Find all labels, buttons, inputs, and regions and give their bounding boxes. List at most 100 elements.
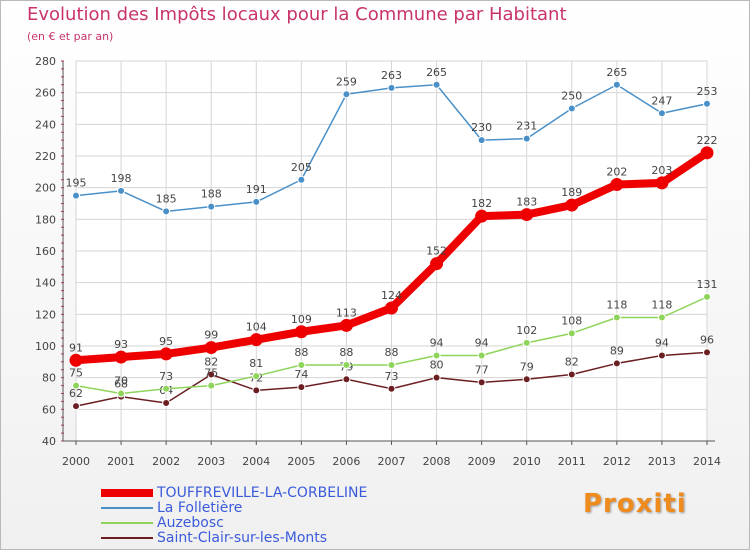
data-point: [478, 137, 485, 144]
data-label: 118: [606, 299, 627, 312]
data-label: 88: [294, 346, 308, 359]
data-label: 152: [426, 245, 447, 258]
data-point: [298, 176, 305, 183]
data-label: 94: [430, 337, 444, 350]
legend-item: La Folletière: [101, 500, 367, 515]
data-point: [568, 105, 575, 112]
data-label: 247: [651, 94, 672, 107]
data-point: [478, 352, 485, 359]
data-label: 253: [697, 85, 718, 98]
data-point: [568, 330, 575, 337]
y-tick-label: 280: [35, 55, 56, 68]
chart-frame: Evolution des Impôts locaux pour la Comm…: [0, 0, 750, 550]
legend-item: TOUFFREVILLE-LA-CORBELINE: [101, 485, 367, 500]
data-label: 265: [606, 66, 627, 79]
legend-item: Auzebosc: [101, 515, 367, 530]
data-label: 75: [204, 367, 218, 380]
x-tick-label: 2009: [468, 455, 496, 468]
x-tick-label: 2013: [648, 455, 676, 468]
data-point: [523, 339, 530, 346]
data-label: 75: [69, 367, 83, 380]
data-label: 108: [561, 314, 582, 327]
x-tick-label: 2014: [693, 455, 721, 468]
data-point: [388, 84, 395, 91]
y-tick-label: 80: [42, 372, 56, 385]
data-label: 205: [291, 161, 312, 174]
data-label: 73: [385, 370, 399, 383]
line-chart: 4060801001201401601802002202402602802000…: [1, 1, 749, 549]
legend-label: La Folletière: [157, 500, 242, 516]
data-label: 259: [336, 75, 357, 88]
data-point: [343, 362, 350, 369]
data-point: [704, 100, 711, 107]
data-point: [613, 81, 620, 88]
data-point: [253, 198, 260, 205]
data-label: 191: [246, 183, 267, 196]
data-point: [613, 314, 620, 321]
data-point: [656, 177, 668, 189]
data-label: 80: [430, 359, 444, 372]
data-label: 113: [336, 306, 357, 319]
x-tick-label: 2001: [107, 455, 135, 468]
data-label: 73: [159, 370, 173, 383]
data-point: [208, 203, 215, 210]
data-label: 222: [697, 134, 718, 147]
legend-swatch: [101, 537, 153, 539]
legend-label: TOUFFREVILLE-LA-CORBELINE: [157, 485, 367, 501]
data-label: 124: [381, 289, 402, 302]
data-point: [478, 379, 485, 386]
data-label: 96: [700, 333, 714, 346]
data-point: [160, 348, 172, 360]
data-label: 182: [471, 197, 492, 210]
data-label: 82: [565, 356, 579, 369]
data-point: [388, 385, 395, 392]
data-label: 189: [561, 186, 582, 199]
data-point: [701, 147, 713, 159]
data-point: [118, 187, 125, 194]
data-label: 88: [339, 346, 353, 359]
data-point: [298, 384, 305, 391]
x-tick-label: 2004: [242, 455, 270, 468]
data-point: [73, 192, 80, 199]
data-label: 250: [561, 90, 582, 103]
data-point: [250, 334, 262, 346]
data-label: 265: [426, 66, 447, 79]
data-label: 263: [381, 69, 402, 82]
x-tick-label: 2007: [378, 455, 406, 468]
data-label: 77: [475, 363, 489, 376]
data-label: 89: [610, 344, 624, 357]
data-point: [704, 293, 711, 300]
y-tick-label: 100: [35, 340, 56, 353]
data-point: [340, 319, 352, 331]
data-point: [73, 403, 80, 410]
y-tick-label: 40: [42, 435, 56, 448]
data-point: [163, 208, 170, 215]
y-tick-label: 60: [42, 403, 56, 416]
data-point: [613, 360, 620, 367]
data-point: [658, 352, 665, 359]
y-tick-label: 240: [35, 118, 56, 131]
data-label: 109: [291, 313, 312, 326]
data-point: [431, 258, 443, 270]
legend-label: Auzebosc: [157, 515, 224, 531]
data-label: 94: [475, 337, 489, 350]
legend-swatch: [101, 489, 153, 497]
data-point: [343, 376, 350, 383]
data-point: [208, 382, 215, 389]
data-point: [73, 382, 80, 389]
data-label: 74: [294, 368, 308, 381]
data-label: 81: [249, 357, 263, 370]
data-label: 79: [520, 360, 534, 373]
data-point: [611, 179, 623, 191]
data-point: [386, 302, 398, 314]
data-point: [70, 354, 82, 366]
data-label: 118: [651, 299, 672, 312]
data-point: [658, 110, 665, 117]
data-point: [253, 387, 260, 394]
data-point: [433, 81, 440, 88]
legend-swatch: [101, 522, 153, 524]
x-tick-label: 2005: [287, 455, 315, 468]
x-tick-label: 2011: [558, 455, 586, 468]
data-point: [523, 135, 530, 142]
data-label: 202: [606, 166, 627, 179]
